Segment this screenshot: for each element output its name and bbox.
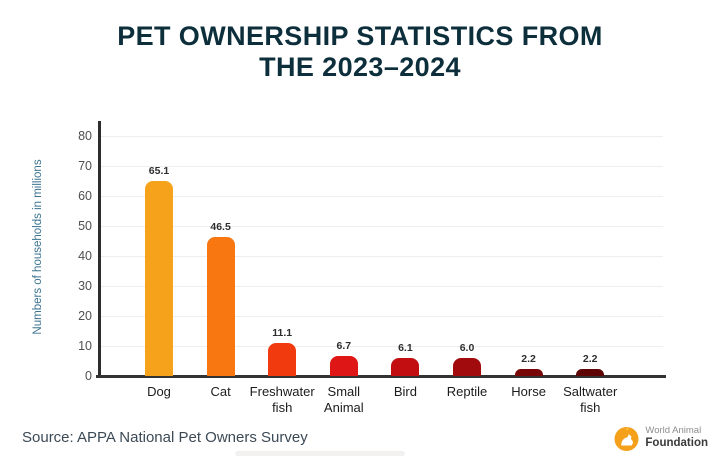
bar xyxy=(206,236,235,376)
bar-value-label: 2.2 xyxy=(582,353,598,366)
bar-value-label: 2.2 xyxy=(521,353,536,366)
x-axis-label: Saltwater fish xyxy=(563,384,618,416)
gridline xyxy=(100,316,663,317)
y-tick-label: 40 xyxy=(78,249,92,263)
gridline xyxy=(100,256,663,257)
y-axis-line xyxy=(98,121,101,377)
x-axis-label: Horse xyxy=(511,384,546,399)
y-tick-label: 10 xyxy=(78,339,92,353)
bottom-streak xyxy=(235,451,405,456)
logo-text: World Animal Foundation xyxy=(645,425,708,450)
y-axis-title: Numbers of households in millions xyxy=(32,159,44,335)
y-tick-label: 70 xyxy=(78,159,92,173)
y-tick-label: 0 xyxy=(85,369,92,383)
bar xyxy=(453,358,481,376)
logo-text-bottom: Foundation xyxy=(645,437,708,450)
x-axis-label: Freshwater fish xyxy=(249,384,315,416)
bar xyxy=(391,357,420,376)
source-caption: Source: APPA National Pet Owners Survey xyxy=(22,429,308,446)
bar-value-label: 11.1 xyxy=(272,326,293,339)
gridline xyxy=(100,136,663,137)
bar xyxy=(145,180,173,376)
chart-title: PET OWNERSHIP STATISTICS FROM THE 2023–2… xyxy=(0,21,720,84)
x-axis-label: Dog xyxy=(147,384,171,399)
y-tick-label: 60 xyxy=(78,189,92,203)
logo-text-top: World Animal xyxy=(645,425,702,437)
chart-title-line1: PET OWNERSHIP STATISTICS FROM xyxy=(117,21,603,51)
bar-value-label: 65.1 xyxy=(148,164,170,177)
bar xyxy=(329,355,358,376)
gridline xyxy=(100,286,663,287)
bar-value-label: 6.7 xyxy=(336,339,352,352)
bar-value-label: 6.0 xyxy=(459,342,475,354)
x-axis-label: Reptile xyxy=(446,384,488,399)
bar-value-label: 46.5 xyxy=(210,220,231,233)
dog-in-circle-icon xyxy=(614,427,639,451)
y-tick-label: 30 xyxy=(78,279,92,293)
y-tick-label: 20 xyxy=(78,309,92,323)
bar xyxy=(576,369,605,376)
gridline xyxy=(100,346,663,347)
x-axis-label: Bird xyxy=(393,384,417,399)
gridline xyxy=(100,196,663,197)
chart-title-line2: THE 2023–2024 xyxy=(259,52,461,83)
logo: World Animal Foundation xyxy=(613,425,708,452)
x-axis-label: Small Animal xyxy=(323,384,364,416)
bar xyxy=(514,369,543,376)
bar xyxy=(268,342,297,376)
gridline xyxy=(100,226,663,227)
bar-value-label: 6.1 xyxy=(398,341,413,354)
gridline xyxy=(100,166,663,167)
y-tick-label: 50 xyxy=(78,219,92,233)
y-tick-label: 80 xyxy=(78,129,92,143)
x-axis-label: Cat xyxy=(210,384,231,399)
x-axis-line xyxy=(96,375,666,378)
